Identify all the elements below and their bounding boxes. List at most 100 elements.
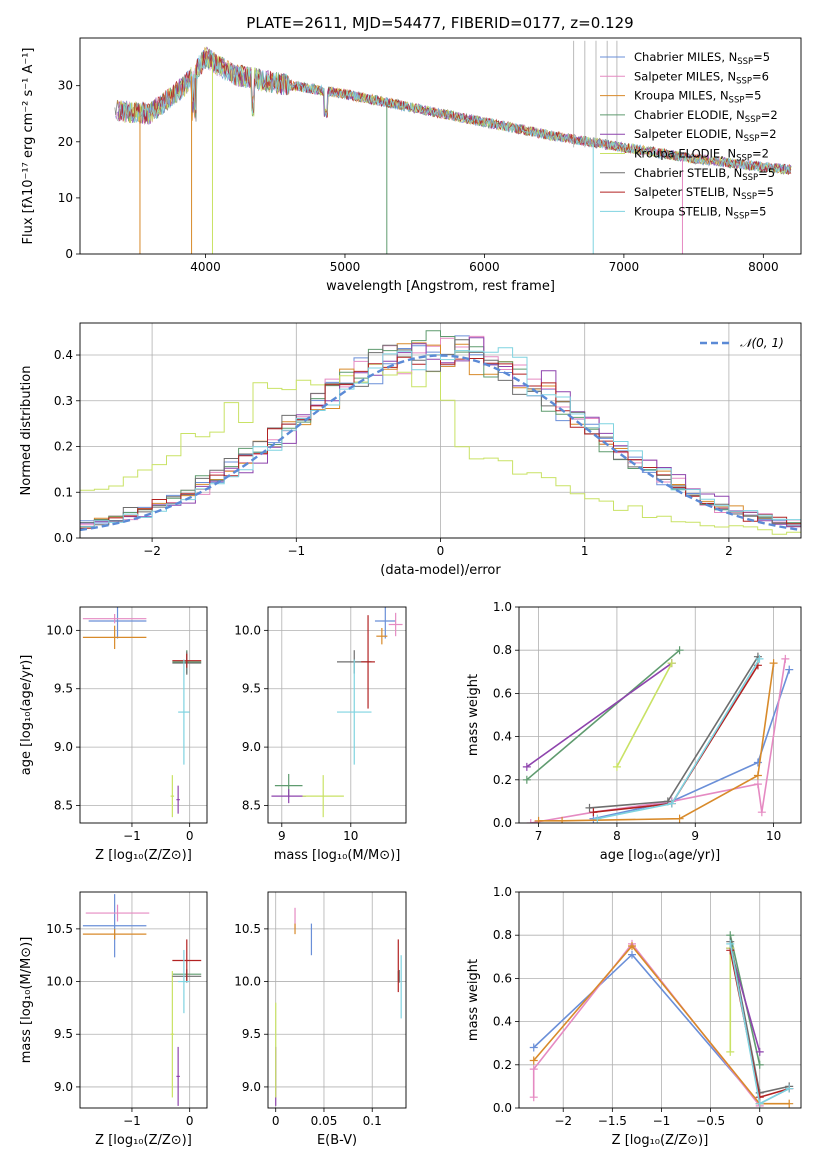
x-axis-label: (data-model)/error [380,563,501,578]
weight-marker-2 [785,1099,794,1108]
y-tick-label: 0.1 [54,485,73,499]
y-tick-label: 30 [58,79,73,93]
legend-label-7: Salpeter STELIB, NSSP=5 [634,185,774,202]
axes-frame [267,891,407,1109]
weight-marker-8 [785,1084,794,1093]
weight-line-1 [532,942,761,1107]
plot-area-mass_vs_Z [82,894,202,1106]
x-tick-label: −1 [123,1114,141,1128]
weight-marker-2 [558,816,567,823]
weight-line-1 [530,658,787,823]
y-tick-label: 9.5 [242,682,261,696]
y-tick-label: 9.5 [242,1027,261,1041]
y-axis-label: mass weight [466,674,481,756]
legend-label-3: Chabrier ELODIE, NSSP=2 [634,108,778,125]
weight-marker-8 [755,1099,764,1108]
weight-marker-4 [522,762,531,771]
weight-marker-2 [769,659,778,668]
y-tick-label: 10.0 [234,623,261,637]
weight-marker-1 [757,808,766,817]
weight-marker-1 [526,819,535,823]
normal-curve [80,354,801,532]
weight-marker-2 [675,814,684,823]
axes-frame [267,606,407,824]
legend-label-6: Chabrier STELIB, NSSP=5 [634,166,775,183]
y-tick-label: 0.0 [493,816,512,830]
weight-marker-3 [522,775,531,784]
plot-area-age_vs_mass [271,607,403,818]
weight-marker-8 [593,814,602,823]
y-tick-label: 0.6 [493,686,512,700]
x-tick-label: −2 [554,1114,572,1128]
weight-marker-0 [529,1043,538,1052]
plot-area-weight_vs_age [522,646,794,823]
weight-marker-3 [675,646,684,655]
x-tick-label: 2 [725,544,733,558]
weight-marker-8 [726,939,735,948]
x-axis-label: wavelength [Angstrom, rest frame] [326,279,555,294]
weight-marker-2 [627,942,636,950]
x-axis-label: Z [log₁₀(Z/Z⊙)] [95,848,192,863]
x-tick-label: 0 [437,544,445,558]
weight-marker-7 [589,808,598,817]
y-tick-label: 0.4 [54,348,73,362]
x-tick-label: 7 [535,829,543,843]
axes-residuals: −2 −1 0 1 2 0.0 0.1 0.2 0.3 0.4 (data-model)/error… [19,322,802,578]
y-tick-label: 10.5 [234,922,261,936]
y-tick-label: 9.0 [54,740,73,754]
y-tick-label: 0.0 [54,531,73,545]
y-tick-label: 0.2 [54,440,73,454]
y-tick-label: 9.5 [54,1027,73,1041]
legend-label-1: Salpeter MILES, NSSP=6 [634,69,769,86]
x-tick-label: 0.05 [311,1114,338,1128]
weight-marker-8 [667,799,676,808]
y-tick-label: 9.0 [54,1080,73,1094]
x-tick-label: −1 [653,1114,671,1128]
figure-title: PLATE=2611, MJD=54477, FIBERID=0177, z=0… [246,14,633,32]
axes-frame [79,891,208,1109]
y-tick-label: 0.4 [493,1015,512,1029]
axes-mass_vs_Z: −1 0 9.0 9.5 10.0 10.5 Z [log₁₀(Z/Z⊙)] mass [lo… [19,891,208,1148]
y-tick-label: 1.0 [493,600,512,614]
weight-marker-5 [667,659,676,668]
x-tick-label: 8000 [748,260,779,274]
axes-frame [518,606,802,824]
weight-line-3 [526,649,681,781]
axes-frame [79,37,802,255]
x-tick-label: 0 [186,1114,194,1128]
x-tick-label: 9 [691,829,699,843]
y-tick-label: 10.0 [46,975,73,989]
axes-frame [518,891,802,1109]
y-tick-label: 0.2 [493,773,512,787]
x-tick-label: 0 [272,1114,280,1128]
plot-area-weight_vs_Z [529,931,794,1108]
x-axis-label: mass [log₁₀(M/M⊙)] [274,848,401,863]
y-tick-label: 0.8 [493,928,512,942]
x-tick-label: 1 [581,544,589,558]
y-tick-label: 10.5 [46,922,73,936]
y-axis-label: mass weight [466,959,481,1041]
legend-label-5: Kroupa ELODIE, NSSP=2 [634,147,769,164]
weight-marker-8 [755,654,764,663]
weight-marker-3 [755,1060,764,1069]
y-tick-label: 0 [65,247,73,261]
legend-label-8: Kroupa STELIB, NSSP=5 [634,204,766,221]
y-tick-label: 8.5 [242,798,261,812]
axes-frame [79,606,208,824]
x-axis-label: Z [log₁₀(Z/Z⊙)] [95,1133,192,1148]
x-axis-label: Z [log₁₀(Z/Z⊙)] [612,1133,709,1148]
weight-marker-4 [755,1047,764,1056]
y-axis-label: mass [log₁₀(M/M⊙)] [19,937,34,1064]
x-tick-label: 10 [766,829,781,843]
weight-line-2 [533,944,790,1105]
x-tick-label: −0.5 [696,1114,725,1128]
hist-series-3 [80,330,801,525]
x-axis-label: age [log₁₀(age/yr)] [600,848,721,863]
axes-frame [79,322,802,539]
y-tick-label: 0.3 [54,394,73,408]
legend-label-2: Kroupa MILES, NSSP=5 [634,89,761,106]
legend-label-0: Chabrier MILES, NSSP=5 [634,50,770,67]
y-tick-label: 0.0 [493,1101,512,1115]
x-tick-label: 6000 [469,260,500,274]
